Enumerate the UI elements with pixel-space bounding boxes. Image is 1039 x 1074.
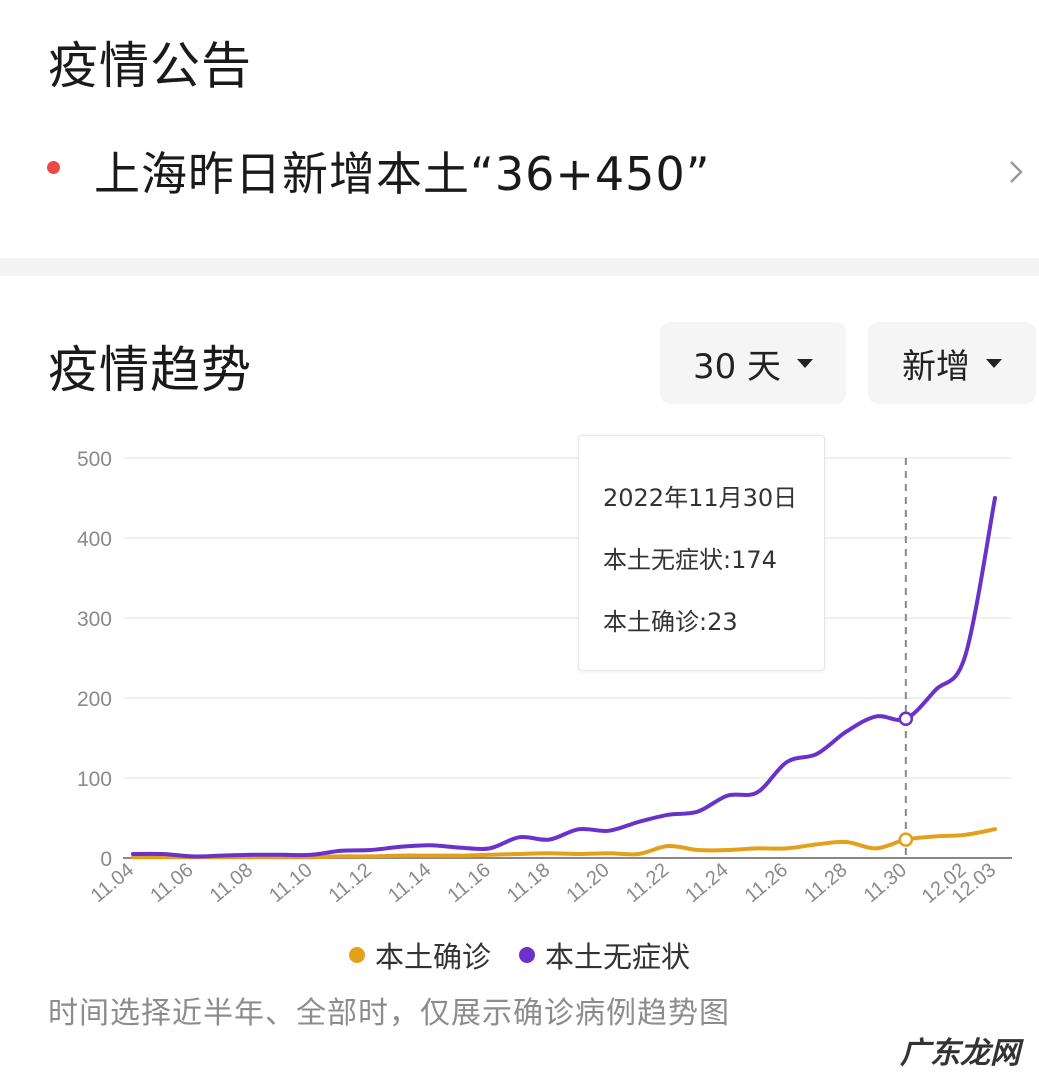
alert-dot-icon — [47, 161, 60, 174]
series-line-asymptomatic — [131, 496, 997, 859]
notice-title: 疫情公告 — [48, 37, 252, 95]
x-tick-label: 11.22 — [622, 859, 673, 907]
y-tick-label: 100 — [77, 768, 112, 791]
trend-title: 疫情趋势 — [48, 341, 252, 399]
chart-tooltip: 2022年11月30日 本土无症状:174 本土确诊:23 — [578, 435, 825, 671]
series-line-confirmed — [131, 827, 997, 860]
highlight-point-asymptomatic — [898, 711, 914, 727]
footnote: 时间选择近半年、全部时，仅展示确诊病例趋势图 — [48, 996, 730, 1031]
legend-label-asymptomatic: 本土无症状 — [545, 940, 691, 974]
tooltip-asymptomatic: 本土无症状:174 — [603, 546, 777, 574]
caret-down-icon — [797, 358, 814, 368]
x-tick-label: 11.14 — [384, 859, 435, 907]
legend-item-asymptomatic[interactable]: 本土无症状 — [519, 934, 690, 976]
caret-down-icon — [986, 358, 1002, 368]
tooltip-date: 2022年11月30日 — [603, 484, 798, 512]
metric-dropdown-label: 新增 — [902, 346, 970, 387]
y-tick-label: 200 — [77, 688, 112, 711]
x-tick-label: 11.28 — [800, 859, 851, 907]
y-tick-label: 0 — [100, 848, 112, 871]
legend-dot-asymptomatic — [519, 947, 535, 963]
chart-legend: 本土确诊 本土无症状 — [0, 934, 1039, 976]
x-tick-label: 11.30 — [860, 859, 911, 907]
x-tick-label: 11.08 — [206, 859, 257, 907]
x-tick-label: 11.18 — [503, 859, 554, 907]
range-dropdown[interactable]: 30 天 — [660, 322, 846, 404]
notice-headline[interactable]: 上海昨日新增本土“36+450” — [94, 147, 711, 201]
section-divider — [0, 258, 1039, 276]
y-tick-label: 300 — [77, 608, 112, 631]
range-dropdown-label: 30 天 — [692, 346, 782, 387]
tooltip-confirmed: 本土确诊:23 — [603, 608, 738, 636]
watermark: 广东龙网 — [900, 1036, 1020, 1071]
x-tick-label: 11.12 — [325, 859, 376, 907]
x-tick-label: 11.26 — [741, 859, 792, 907]
y-tick-label: 400 — [77, 528, 112, 551]
legend-item-confirmed[interactable]: 本土确诊 — [348, 934, 491, 976]
x-tick-label: 11.20 — [562, 859, 613, 907]
metric-dropdown[interactable]: 新增 — [868, 322, 1036, 404]
x-tick-label: 11.16 — [444, 859, 495, 907]
notice-headline-row[interactable]: 上海昨日新增本土“36+450” — [0, 128, 1039, 224]
legend-label-confirmed: 本土确诊 — [374, 940, 491, 974]
highlight-point-confirmed — [898, 832, 914, 847]
y-tick-label: 500 — [77, 448, 112, 471]
x-tick-label: 11.06 — [146, 859, 197, 907]
legend-dot-confirmed — [348, 947, 365, 963]
x-tick-label: 11.04 — [87, 859, 138, 907]
x-tick-label: 11.24 — [681, 859, 732, 907]
chevron-right-icon[interactable] — [1003, 152, 1029, 192]
x-tick-label: 11.10 — [265, 859, 316, 907]
